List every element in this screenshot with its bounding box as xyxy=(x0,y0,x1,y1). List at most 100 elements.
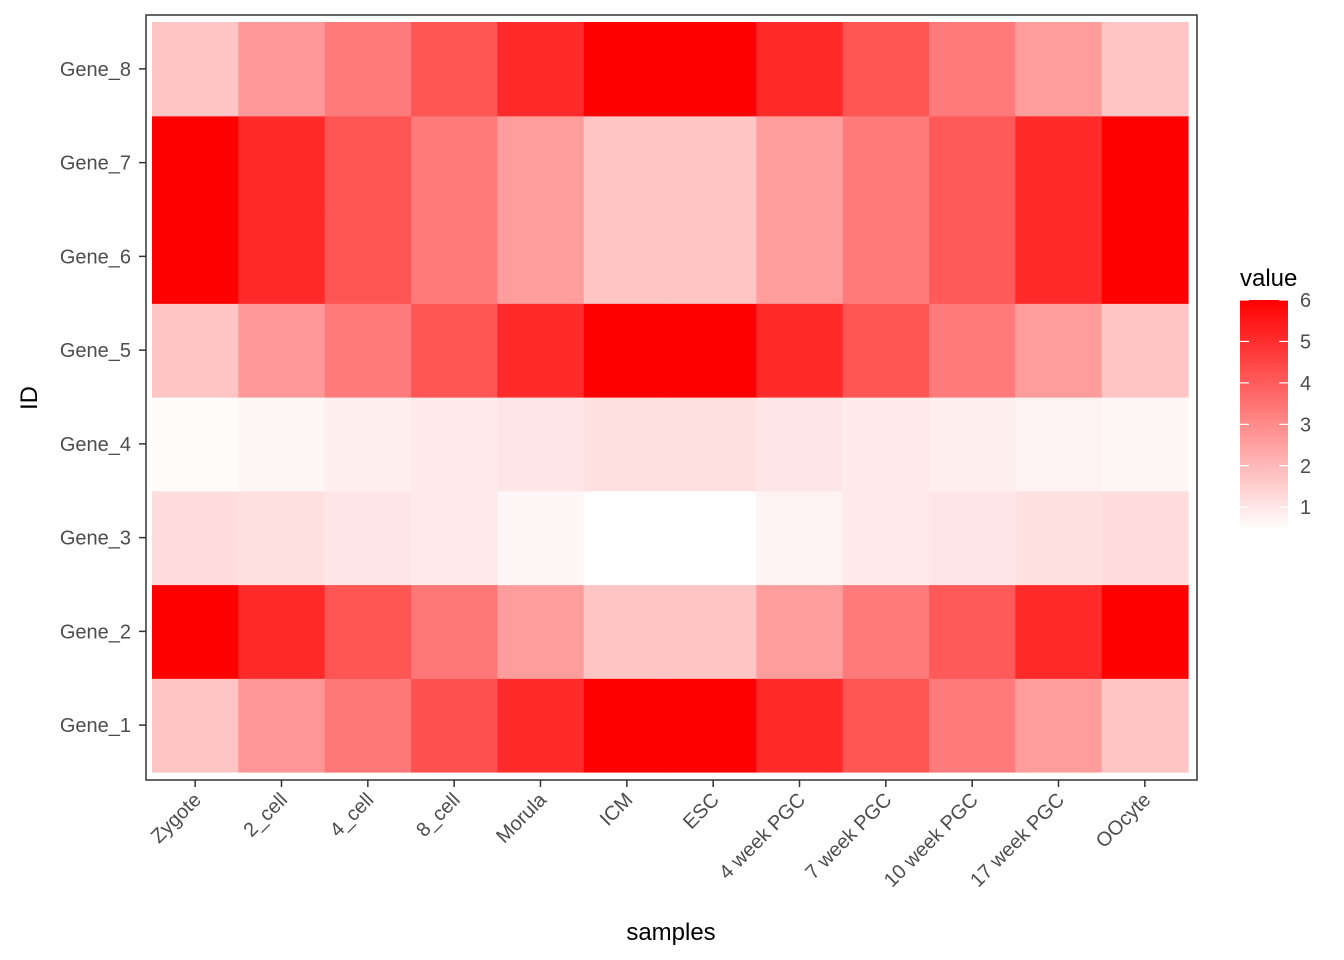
heatmap-cell xyxy=(842,397,930,492)
heatmap-cell xyxy=(929,22,1016,117)
legend-label: 2 xyxy=(1300,456,1311,478)
heatmap-cell xyxy=(1015,584,1103,679)
heatmap-cell xyxy=(583,209,671,304)
legend-label: 4 xyxy=(1300,373,1311,395)
heatmap-cell xyxy=(670,397,757,492)
heatmap-cell xyxy=(497,678,585,773)
heatmap-cell xyxy=(152,397,239,492)
heatmap-cell xyxy=(411,490,498,586)
heatmap-cell xyxy=(238,209,326,304)
x-axis-title: samples xyxy=(626,919,715,946)
y-tick-label: Gene_6 xyxy=(60,246,131,268)
heatmap-cell xyxy=(411,584,498,679)
heatmap-cell xyxy=(929,115,1016,211)
y-axis: Gene_1 Gene_2 Gene_3 Gene_4 Gene_5 Gene_6 Gene… xyxy=(60,59,146,737)
legend-label: 6 xyxy=(1300,290,1311,312)
heatmap-cell xyxy=(1015,397,1103,492)
heatmap-cell xyxy=(583,678,671,773)
heatmap-cell xyxy=(670,115,757,211)
heatmap-cell xyxy=(324,678,412,773)
heatmap-cell xyxy=(583,22,671,117)
legend-colorbar xyxy=(1240,300,1288,530)
heatmap-cell xyxy=(324,115,412,211)
heatmap-cell xyxy=(497,22,585,117)
heatmap-cell xyxy=(238,22,326,117)
heatmap-cell xyxy=(1101,397,1189,492)
heatmap-cell xyxy=(238,303,326,398)
heatmap-cell xyxy=(324,209,412,304)
y-axis-title: ID xyxy=(16,386,43,410)
heatmap-cell xyxy=(756,584,844,679)
heatmap-cell xyxy=(1015,490,1103,586)
heatmap-cell xyxy=(238,678,326,773)
y-tick-label: Gene_8 xyxy=(60,59,131,81)
heatmap-cell xyxy=(411,115,498,211)
heatmap-cell xyxy=(152,490,239,586)
heatmap-cell xyxy=(583,584,671,679)
heatmap-cell xyxy=(1101,115,1189,211)
heatmap-cell xyxy=(1101,490,1189,586)
heatmap-cell xyxy=(583,490,671,586)
heatmap-cell xyxy=(238,397,326,492)
heatmap-cell xyxy=(1015,678,1103,773)
heatmap-cell xyxy=(152,584,239,679)
heatmap-cell xyxy=(238,115,326,211)
heatmap-cell xyxy=(152,22,239,117)
heatmap-cell xyxy=(670,209,757,304)
legend-title: value xyxy=(1240,265,1297,292)
heatmap-cell xyxy=(842,22,930,117)
heatmap-cell xyxy=(583,303,671,398)
heatmap-cell xyxy=(670,303,757,398)
heatmap-cell xyxy=(411,22,498,117)
y-tick-label: Gene_1 xyxy=(60,715,131,737)
heatmap-cell xyxy=(929,678,1016,773)
heatmap-cell xyxy=(1101,209,1189,304)
heatmap-cell xyxy=(1015,303,1103,398)
heatmap-cell xyxy=(756,397,844,492)
heatmap-cell xyxy=(1101,584,1189,679)
heatmap-cell xyxy=(929,490,1016,586)
heatmap-cell xyxy=(497,397,585,492)
heatmap-cell xyxy=(929,303,1016,398)
heatmap-cell xyxy=(583,397,671,492)
heatmap-cell xyxy=(929,209,1016,304)
heatmap-cell xyxy=(756,115,844,211)
heatmap-cell xyxy=(1101,22,1189,117)
heatmap-cell xyxy=(1101,303,1189,398)
heatmap-cell xyxy=(842,584,930,679)
heatmap-cell xyxy=(1015,115,1103,211)
legend-label: 5 xyxy=(1300,331,1311,353)
heatmap-cell xyxy=(152,303,239,398)
heatmap-cell xyxy=(670,678,757,773)
heatmap-cell xyxy=(929,397,1016,492)
heatmap-cell xyxy=(929,584,1016,679)
heatmap-cell xyxy=(411,397,498,492)
color-legend: value 1 2 3 4 5 6 xyxy=(1240,265,1311,530)
y-tick-label: Gene_7 xyxy=(60,153,131,175)
heatmap-cell xyxy=(152,209,239,304)
heatmap-cell xyxy=(583,115,671,211)
heatmap-cell xyxy=(756,490,844,586)
y-tick-label: Gene_2 xyxy=(60,621,131,643)
heatmap-cell xyxy=(1015,22,1103,117)
heatmap-cell xyxy=(152,115,239,211)
y-tick-label: Gene_5 xyxy=(60,340,131,362)
legend-label: 1 xyxy=(1300,497,1311,519)
y-tick-label: Gene_4 xyxy=(60,434,131,456)
heatmap-cell xyxy=(324,397,412,492)
heatmap-cell xyxy=(497,584,585,679)
heatmap-cell xyxy=(670,490,757,586)
heatmap-cell xyxy=(670,22,757,117)
heatmap-cell xyxy=(152,678,239,773)
heatmap-cell xyxy=(411,678,498,773)
heatmap-cells xyxy=(152,22,1189,773)
heatmap-cell xyxy=(670,584,757,679)
heatmap-cell xyxy=(497,209,585,304)
heatmap-cell xyxy=(756,22,844,117)
heatmap-cell xyxy=(842,678,930,773)
heatmap-cell xyxy=(756,678,844,773)
panel-border xyxy=(145,14,1198,781)
heatmap-cell xyxy=(842,209,930,304)
heatmap-cell xyxy=(756,303,844,398)
